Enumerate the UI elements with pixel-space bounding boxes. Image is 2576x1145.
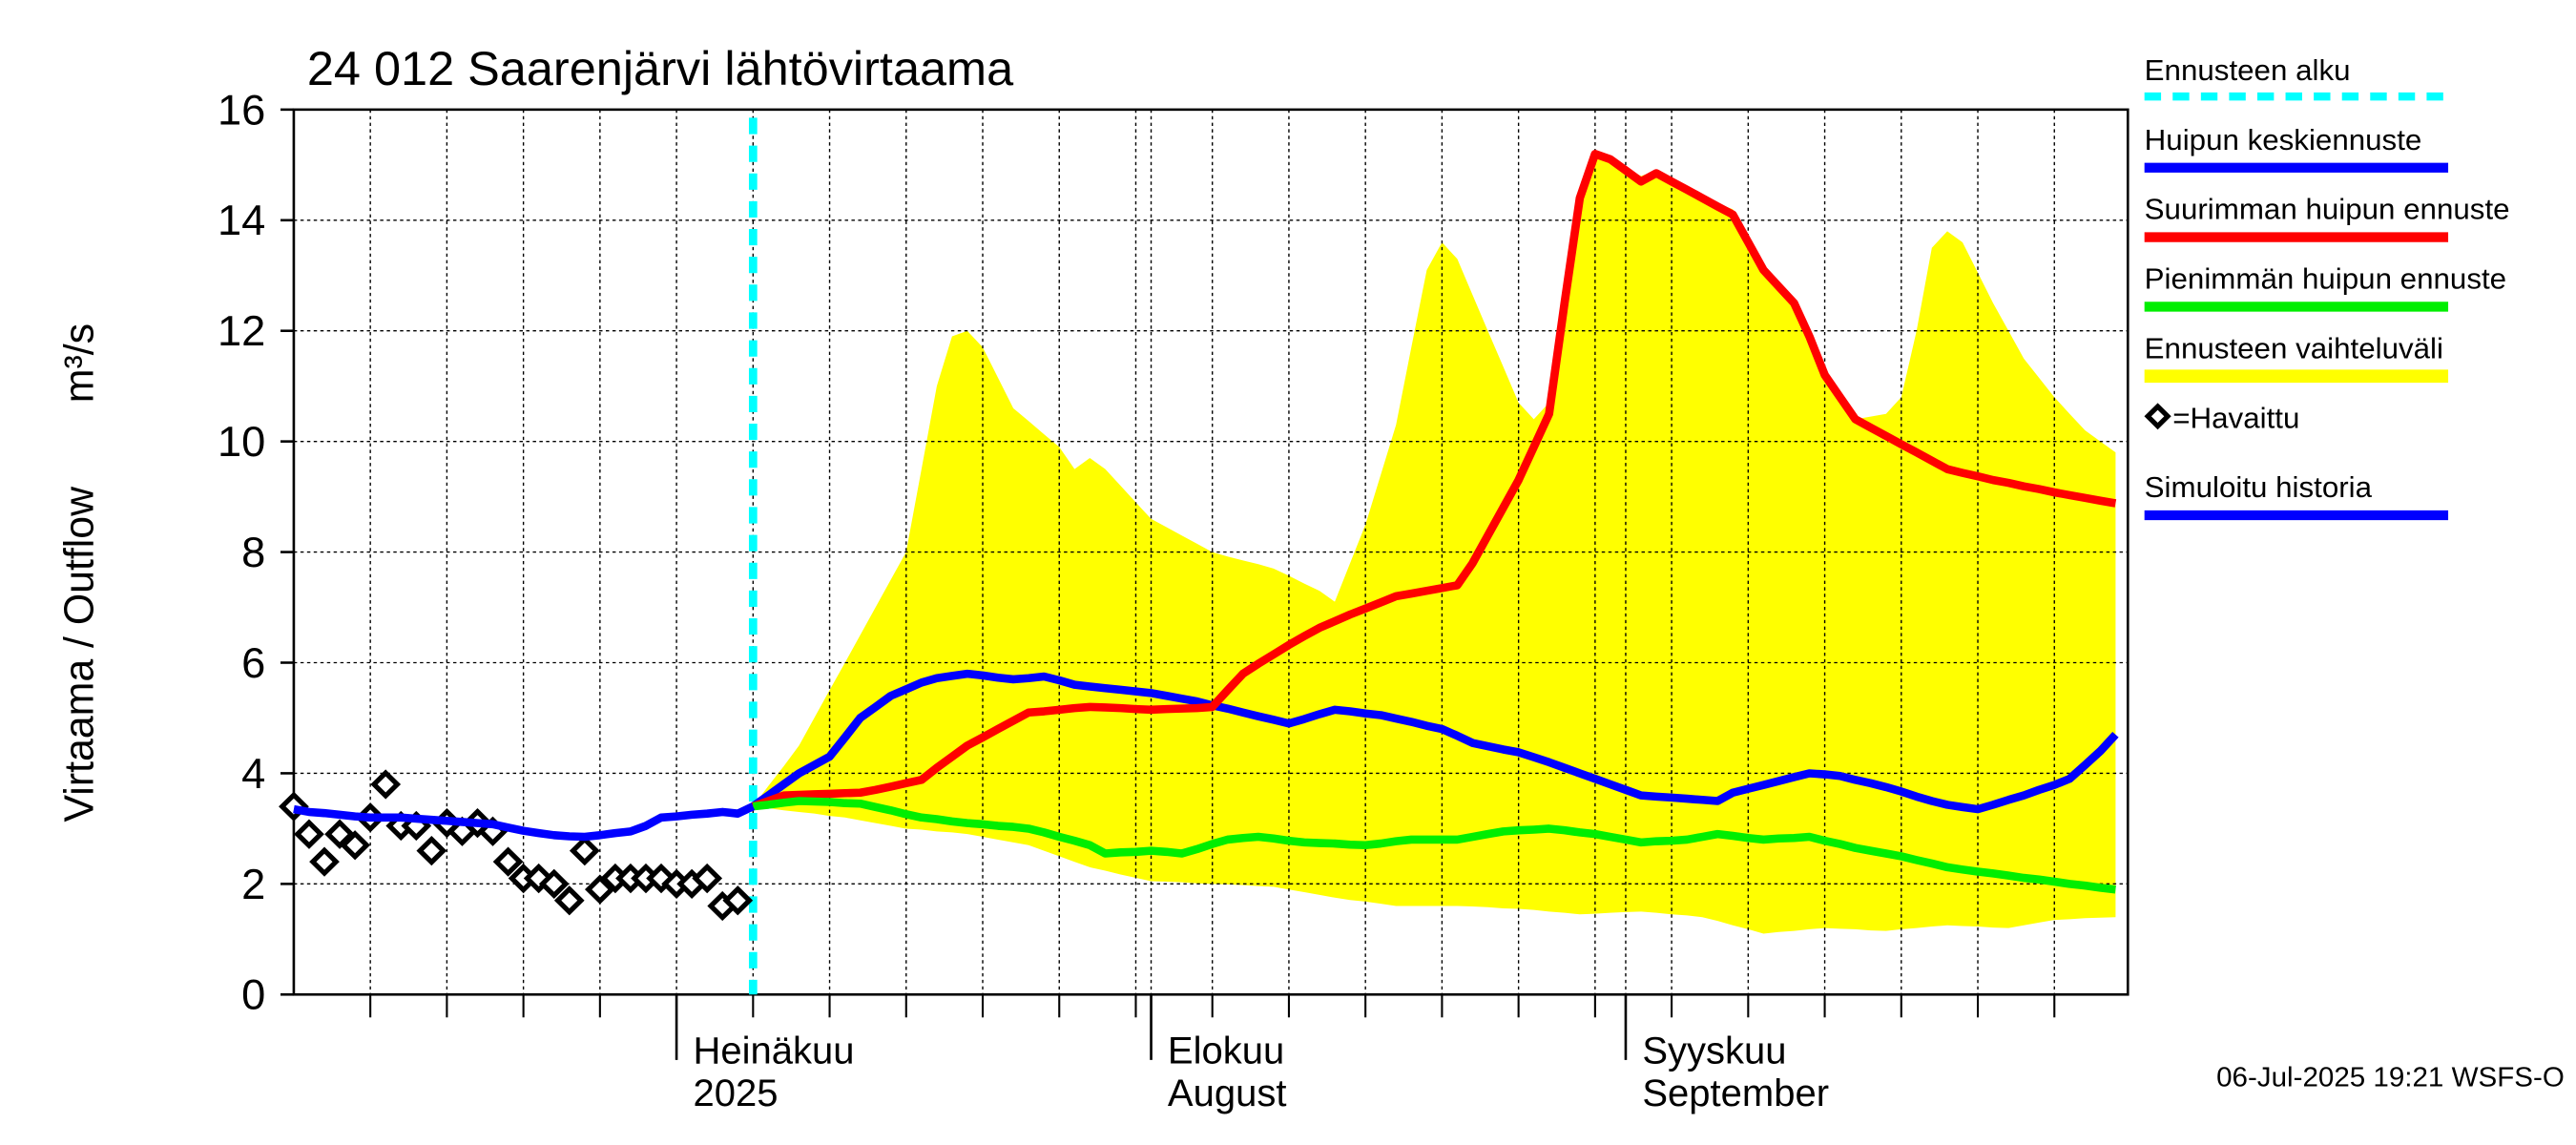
observed-marker <box>309 846 340 877</box>
observed-marker <box>692 863 723 894</box>
y-axis-label: Virtaama / Outflow <box>56 486 102 822</box>
chart-title: 24 012 Saarenjärvi lähtövirtaama <box>307 42 1013 95</box>
legend-label: Pienimmän huipun ennuste <box>2145 262 2506 296</box>
x-tick-label: September <box>1642 1072 1829 1114</box>
y-axis-unit: m³/s <box>56 323 102 403</box>
series-line <box>751 150 2117 811</box>
forecast-band <box>753 154 2116 934</box>
series-line <box>752 797 2116 894</box>
observed-marker <box>416 835 447 866</box>
observed-marker <box>492 846 524 877</box>
observed-marker <box>370 769 402 800</box>
x-tick-label: Elokuu <box>1168 1030 1284 1072</box>
band-layer <box>753 154 2116 934</box>
x-tick-label: August <box>1168 1072 1287 1114</box>
y-tick-label: 8 <box>241 528 265 576</box>
y-tick-label: 2 <box>241 860 265 908</box>
series-line <box>293 802 756 842</box>
y-tick-label: 10 <box>218 417 265 466</box>
observed-marker <box>553 885 585 916</box>
observed-marker <box>646 863 676 894</box>
observed-marker <box>538 868 570 899</box>
legend-label: Ennusteen vaihteluväli <box>2145 332 2443 365</box>
legend-label: Huipun keskiennuste <box>2145 123 2422 156</box>
observed-marker <box>294 819 324 849</box>
x-tick-label: 2025 <box>693 1072 778 1114</box>
y-tick-label: 6 <box>241 638 265 687</box>
y-tick-label: 12 <box>218 306 265 355</box>
marks-layer <box>279 117 2119 995</box>
legend-swatch <box>2144 403 2171 430</box>
legend-label: =Havaittu <box>2172 401 2299 434</box>
y-tick-label: 4 <box>241 749 265 798</box>
y-tick-label: 16 <box>218 86 265 135</box>
observed-marker <box>722 885 754 916</box>
legend: Ennusteen alku Huipun keskiennuste Suurimm… <box>2144 53 2510 521</box>
legend-label: Suurimman huipun ennuste <box>2145 193 2510 226</box>
observed-marker <box>569 835 600 866</box>
observed-marker <box>340 830 370 861</box>
legend-label: Ennusteen alku <box>2145 53 2351 87</box>
y-tick-label: 0 <box>241 970 265 1019</box>
observed-marker <box>279 791 309 822</box>
observed-marker <box>324 819 355 849</box>
x-tick-label: Syyskuu <box>1642 1030 1786 1072</box>
y-tick-label: 14 <box>218 197 265 245</box>
legend-label: Simuloitu historia <box>2145 470 2373 504</box>
footer: 06-Jul-2025 19:21 WSFS-O <box>2216 1061 2565 1093</box>
plot-frame <box>292 108 2129 996</box>
x-tick-label: Heinäkuu <box>693 1030 854 1072</box>
series-line <box>750 669 2119 814</box>
